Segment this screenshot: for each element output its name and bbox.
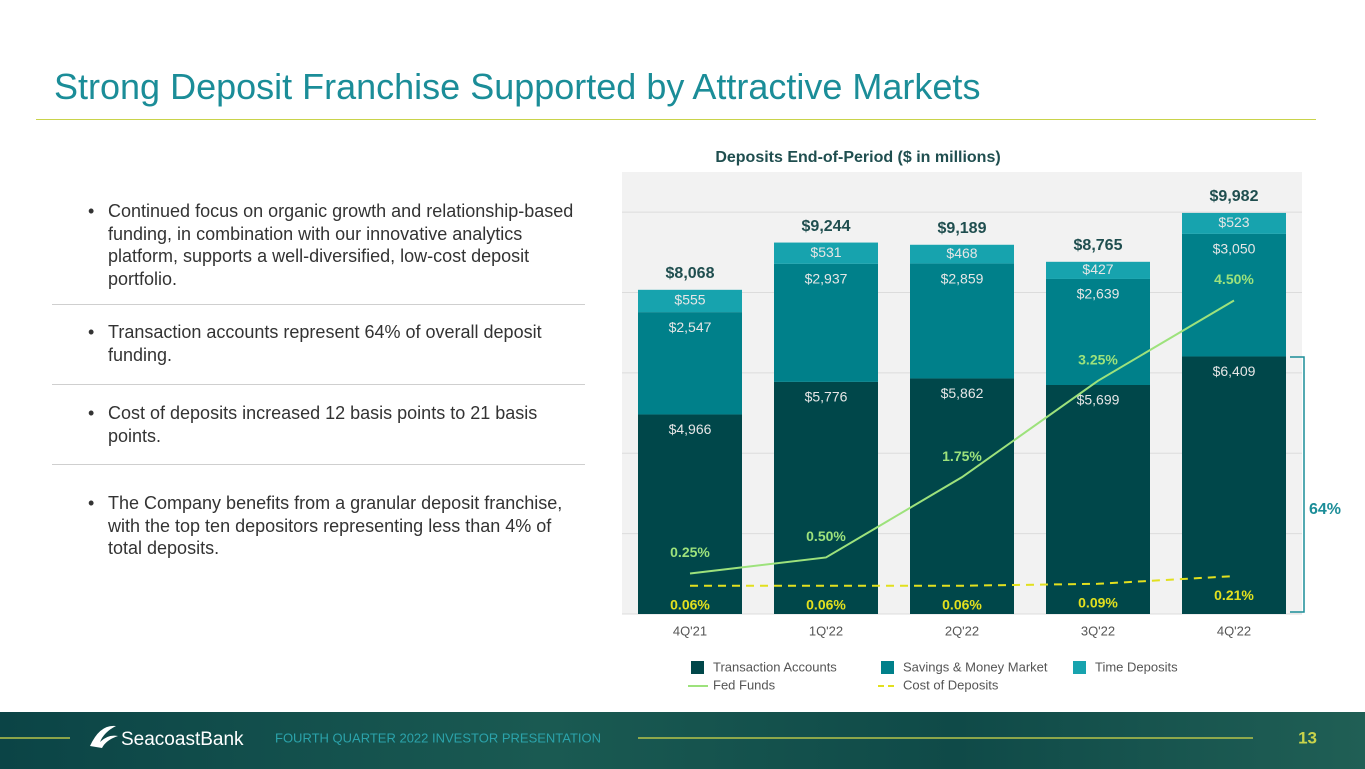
- bullet: Transaction accounts represent 64% of ov…: [88, 321, 578, 366]
- x-tick-label: 1Q'22: [809, 623, 843, 638]
- bar-segment: [638, 289, 742, 313]
- bar-segment: [638, 414, 742, 614]
- line-value-label: 0.06%: [806, 596, 846, 612]
- bar-segment: [774, 381, 878, 614]
- bar-value-label: $427: [1082, 261, 1113, 277]
- total-label: $8,068: [666, 265, 715, 282]
- page-number: 13: [1298, 728, 1317, 747]
- bar-value-label: $4,966: [669, 421, 712, 437]
- bar-value-label: $2,859: [941, 270, 984, 286]
- bar-value-label: $5,862: [941, 385, 984, 401]
- bar-segment: [910, 263, 1014, 379]
- footer-text: FOURTH QUARTER 2022 INVESTOR PRESENTATIO…: [275, 730, 601, 745]
- bullet: Continued focus on organic growth and re…: [88, 200, 578, 290]
- bar-value-label: $2,639: [1077, 286, 1120, 302]
- separator: [52, 464, 585, 465]
- bar-value-label: $3,050: [1213, 241, 1256, 257]
- legend-swatch: [881, 661, 894, 674]
- line-value-label: 4.50%: [1214, 271, 1254, 287]
- title-rule: [36, 119, 1316, 120]
- line-value-label: 0.06%: [942, 596, 982, 612]
- chart: Deposits End-of-Period ($ in millions) $…: [622, 149, 1341, 692]
- bar-value-label: $523: [1218, 214, 1249, 230]
- bullet: Cost of deposits increased 12 basis poin…: [88, 402, 578, 447]
- legend-label: Cost of Deposits: [903, 677, 999, 692]
- bar-value-label: $2,547: [669, 319, 712, 335]
- legend-label: Transaction Accounts: [713, 659, 837, 674]
- line-value-label: 0.25%: [670, 544, 710, 560]
- legend-swatch: [1073, 661, 1086, 674]
- total-label: $9,982: [1210, 188, 1259, 205]
- bar-segment: [774, 263, 878, 382]
- slide-title: Strong Deposit Franchise Supported by At…: [54, 66, 981, 107]
- bar-segment: [1182, 356, 1286, 614]
- footer: SeacoastBank FOURTH QUARTER 2022 INVESTO…: [0, 712, 1365, 769]
- bar-value-label: $6,409: [1213, 363, 1256, 379]
- x-tick-label: 3Q'22: [1081, 623, 1115, 638]
- legend-label: Savings & Money Market: [903, 659, 1048, 674]
- bar-value-label: $555: [674, 292, 705, 308]
- logo: SeacoastBank: [121, 729, 244, 750]
- line-value-label: 0.50%: [806, 528, 846, 544]
- total-label: $9,189: [938, 220, 987, 237]
- legend-label: Time Deposits: [1095, 659, 1178, 674]
- line-value-label: 1.75%: [942, 448, 982, 464]
- separator: [52, 304, 585, 305]
- line-value-label: 0.21%: [1214, 587, 1254, 603]
- bar-value-label: $468: [946, 245, 977, 261]
- bar-value-label: $531: [810, 244, 841, 260]
- line-series: [689, 299, 1235, 575]
- x-tick-label: 4Q'22: [1217, 623, 1251, 638]
- legend-swatch: [691, 661, 704, 674]
- bar-segment: [910, 244, 1014, 264]
- line-series: [690, 575, 1235, 587]
- total-label: $8,765: [1074, 237, 1123, 254]
- line-value-label: 3.25%: [1078, 351, 1118, 367]
- bar-segment: [1046, 278, 1150, 386]
- bar-segment: [1182, 233, 1286, 357]
- bar-segment: [1046, 261, 1150, 279]
- bar-value-label: $2,937: [805, 271, 848, 287]
- chart-title: Deposits End-of-Period ($ in millions): [715, 149, 1000, 166]
- annotation: 64%: [1309, 501, 1341, 518]
- bar-segment: [910, 378, 1014, 614]
- legend-label: Fed Funds: [713, 677, 776, 692]
- line-value-label: 0.06%: [670, 596, 710, 612]
- separator: [52, 384, 585, 385]
- x-tick-label: 2Q'22: [945, 623, 979, 638]
- bullet: The Company benefits from a granular dep…: [88, 492, 578, 560]
- total-label: $9,244: [802, 218, 851, 235]
- bracket: [1290, 356, 1305, 613]
- line-value-label: 0.09%: [1078, 595, 1118, 611]
- bar-segment: [1046, 385, 1150, 614]
- bar-value-label: $5,699: [1077, 392, 1120, 408]
- bar-value-label: $5,776: [805, 389, 848, 405]
- x-tick-label: 4Q'21: [673, 623, 707, 638]
- bar-segment: [774, 242, 878, 264]
- bar-segment: [1182, 212, 1286, 234]
- logo-icon: [90, 725, 118, 748]
- bar-segment: [638, 312, 742, 415]
- footer-art: SeacoastBank FOURTH QUARTER 2022 INVESTO…: [0, 725, 1317, 750]
